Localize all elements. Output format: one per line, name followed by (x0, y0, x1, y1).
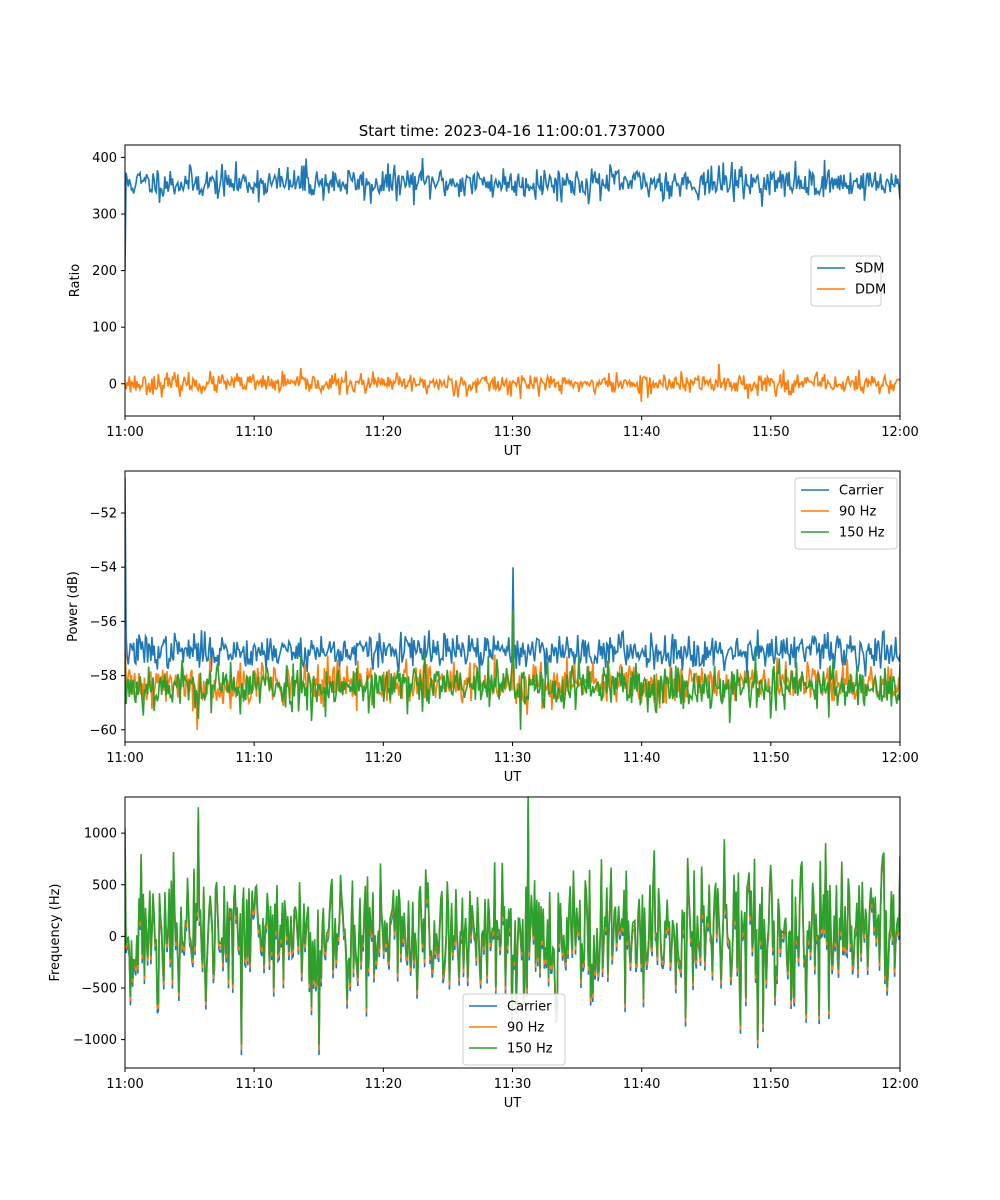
y-tick-label: −1000 (73, 1033, 117, 1048)
x-axis-label: UT (504, 1096, 522, 1111)
x-tick-label: 11:00 (106, 425, 143, 440)
x-tick-label: 11:40 (623, 751, 660, 766)
x-tick-label: 11:30 (494, 1077, 531, 1092)
series-line-150-hz (125, 610, 900, 730)
chart-panel-2: 11:00 11:10 11:20 11:30 11:40 11:50 12:00 −52 −5… (66, 470, 919, 785)
y-tick-label: 0 (109, 377, 117, 392)
y-axis-label: Power (dB) (66, 571, 81, 642)
y-tick-label: 100 (92, 321, 117, 336)
x-tick-label: 11:10 (235, 1077, 272, 1092)
x-tick-label: 11:00 (106, 751, 143, 766)
x-tick-label: 12:00 (881, 751, 918, 766)
y-tick-label: 400 (92, 151, 117, 166)
y-tick-label: 200 (92, 264, 117, 279)
series-line-150-hz (125, 797, 900, 1045)
x-tick-label: 11:00 (106, 1077, 143, 1092)
series-line-ddm (125, 363, 900, 402)
x-tick-label: 12:00 (881, 425, 918, 440)
legend: Carrier 90 Hz 150 Hz (462, 993, 566, 1066)
x-tick-label: 11:10 (235, 751, 272, 766)
y-tick-label: −56 (90, 615, 117, 630)
x-axis-label: UT (504, 770, 522, 785)
x-tick-label: 11:40 (623, 425, 660, 440)
legend-entry: SDM (855, 262, 884, 277)
y-tick-label: 0 (109, 930, 117, 945)
y-tick-label: −52 (90, 507, 117, 522)
legend-entry: 90 Hz (507, 1021, 544, 1036)
legend: SDM DDM (810, 255, 886, 307)
x-tick-label: 11:50 (752, 425, 789, 440)
x-tick-label: 11:50 (752, 1077, 789, 1092)
y-tick-label: 1000 (84, 827, 117, 842)
x-axis-label: UT (504, 444, 522, 459)
chart-panel-3: 11:00 11:10 11:20 11:30 11:40 11:50 12:00 −1000… (48, 796, 919, 1111)
y-tick-label: 300 (92, 208, 117, 223)
y-tick-label: −58 (90, 669, 117, 684)
legend-entry: DDM (855, 283, 886, 298)
y-tick-label: 500 (92, 878, 117, 893)
y-tick-label: −500 (81, 981, 117, 996)
y-tick-label: −60 (90, 723, 117, 738)
legend-entry: Carrier (839, 484, 884, 499)
x-tick-label: 12:00 (881, 1077, 918, 1092)
x-tick-label: 11:50 (752, 751, 789, 766)
y-tick-label: −54 (90, 561, 117, 576)
chart-panel-1: 11:00 11:10 11:20 11:30 11:40 11:50 12:00 0 100 2… (68, 144, 919, 459)
x-tick-label: 11:40 (623, 1077, 660, 1092)
legend: Carrier 90 Hz 150 Hz (794, 477, 898, 550)
x-tick-label: 11:30 (494, 751, 531, 766)
legend-entry: 150 Hz (507, 1042, 553, 1057)
x-tick-label: 11:30 (494, 425, 531, 440)
legend-entry: 90 Hz (839, 505, 876, 520)
legend-entry: Carrier (507, 1000, 552, 1015)
y-axis-label: Frequency (Hz) (48, 883, 63, 981)
x-tick-label: 11:20 (365, 425, 402, 440)
y-axis-label: Ratio (68, 264, 83, 297)
figure-title: Start time: 2023-04-16 11:00:01.737000 (359, 122, 665, 140)
x-tick-label: 11:20 (365, 1077, 402, 1092)
legend-entry: 150 Hz (839, 526, 885, 541)
series-line-sdm (125, 157, 900, 271)
x-tick-label: 11:20 (365, 751, 402, 766)
x-tick-label: 11:10 (235, 425, 272, 440)
